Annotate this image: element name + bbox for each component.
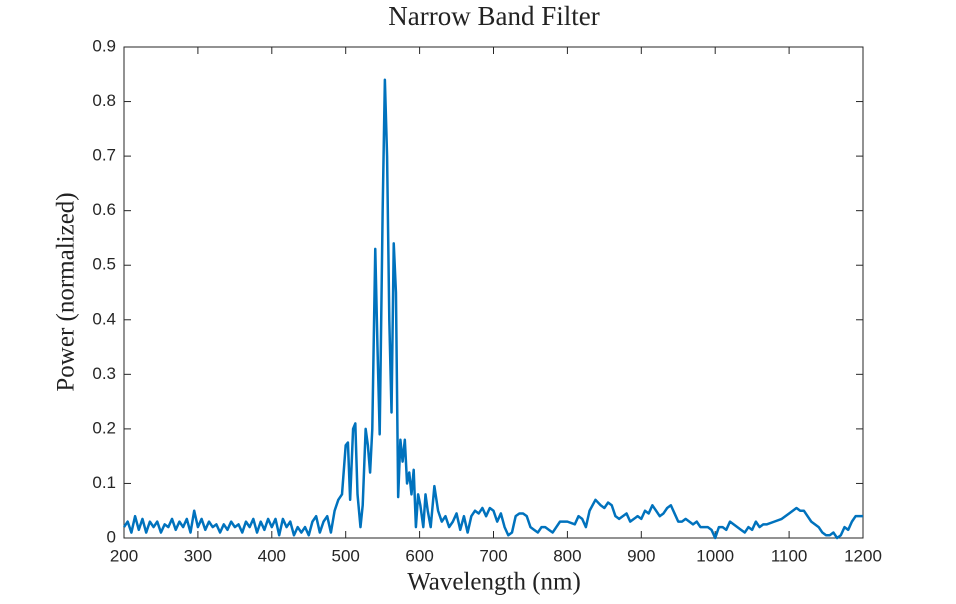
plot-frame (123, 46, 864, 539)
y-tick-label: 0.9 (92, 36, 116, 55)
chart-title: Narrow Band Filter (388, 1, 599, 31)
x-tick-label: 800 (553, 546, 581, 565)
x-axis-label: Wavelength (nm) (407, 569, 581, 596)
y-axis-label: Power (normalized) (53, 192, 80, 391)
y-tick-label: 0.3 (92, 364, 116, 383)
x-tick-label: 900 (627, 546, 655, 565)
x-tick-label: 500 (332, 546, 360, 565)
y-tick-label: 0.8 (92, 91, 116, 110)
y-tick-label: 0.2 (92, 418, 116, 437)
y-tick-label: 0.5 (92, 255, 116, 274)
x-tick-label: 300 (184, 546, 212, 565)
y-tick-label: 0 (107, 527, 116, 546)
y-tick-label: 0.7 (92, 146, 116, 165)
x-tick-label: 400 (258, 546, 286, 565)
y-tick-label: 0.1 (92, 473, 116, 492)
data-line (122, 78, 863, 540)
x-tick-label: 200 (110, 546, 138, 565)
x-tick-label: 1100 (771, 546, 808, 565)
y-tick-label: 0.4 (92, 309, 116, 328)
x-tick-label: 700 (479, 546, 507, 565)
x-tick-label: 1200 (844, 546, 882, 565)
x-tick-label: 600 (405, 546, 433, 565)
x-tick-label: 1000 (696, 546, 734, 565)
y-tick-label: 0.6 (92, 200, 116, 219)
